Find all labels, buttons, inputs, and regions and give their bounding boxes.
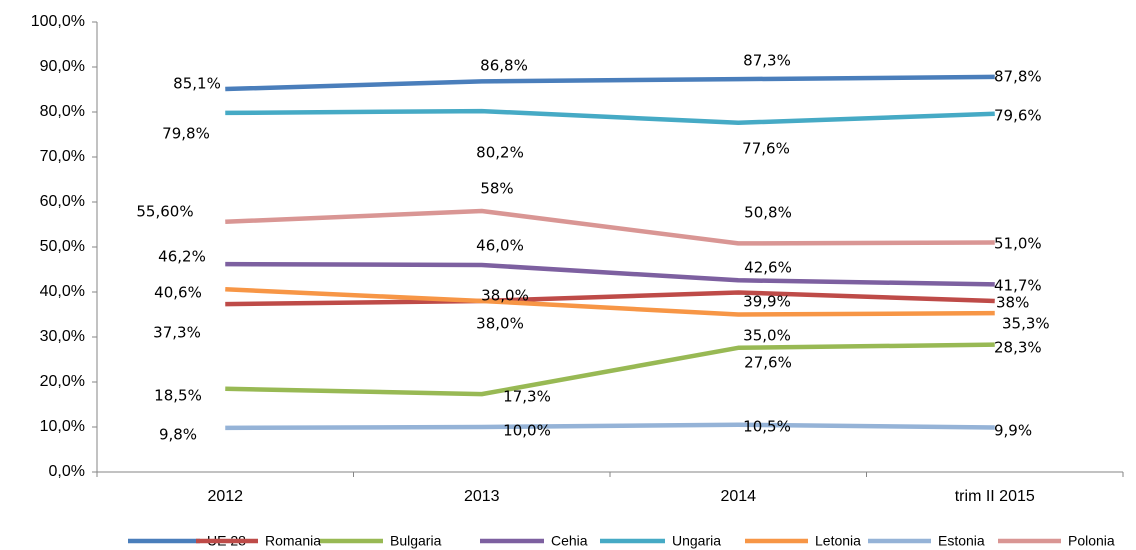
data-label: 80,2% [476,144,524,162]
data-label: 38,0% [481,287,529,305]
y-tick-label: 80,0% [40,103,85,120]
x-tick-label: trim II 2015 [955,488,1035,505]
x-tick-label: 2012 [207,488,243,505]
data-label: 42,6% [744,259,792,277]
data-label: 77,6% [742,140,790,158]
legend-label: Bulgaria [390,533,442,549]
y-tick-label: 60,0% [40,193,85,210]
data-label: 9,8% [159,426,197,444]
data-label: 9,9% [994,422,1032,440]
y-tick-label: 40,0% [40,283,85,300]
data-label: 46,0% [476,237,524,255]
series-line [225,422,995,431]
series-line [225,208,995,246]
x-tick-label: 2013 [464,488,500,505]
data-label: 37,3% [153,324,201,342]
y-tick-label: 100,0% [31,13,85,30]
legend-label: Cehia [551,533,588,549]
data-label: 10,0% [503,422,551,440]
legend-label: Romania [265,533,321,549]
data-label: 85,1% [173,75,221,93]
series-line [225,290,995,307]
series-line [225,342,995,397]
data-label: 58% [480,180,513,198]
series-line [225,287,995,317]
data-label: 40,6% [154,284,202,302]
data-label: 17,3% [503,388,551,406]
data-label: 10,5% [743,418,791,436]
legend-label: Polonia [1068,533,1115,549]
x-tick-label: 2014 [720,488,756,505]
data-label: 28,3% [994,339,1042,357]
series-line [225,108,995,126]
legend-label: Letonia [815,533,861,549]
data-label: 38% [996,294,1029,312]
y-tick-label: 90,0% [40,58,85,75]
data-label: 27,6% [744,354,792,372]
y-tick-label: 20,0% [40,373,85,390]
y-tick-label: 30,0% [40,328,85,345]
data-label: 87,3% [743,52,791,70]
data-label: 35,0% [743,327,791,345]
series-line [225,74,995,92]
data-label: 55,60% [136,203,193,221]
data-label: 18,5% [154,387,202,405]
data-label: 50,8% [744,204,792,222]
data-label: 41,7% [994,277,1042,295]
y-tick-label: 50,0% [40,238,85,255]
y-tick-label: 70,0% [40,148,85,165]
y-tick-label: 0,0% [49,463,85,480]
data-label: 39,9% [743,293,791,311]
series-line [225,261,995,287]
data-label: 79,8% [162,125,210,143]
data-label: 51,0% [994,235,1042,253]
data-label: 46,2% [158,248,206,266]
data-label: 86,8% [480,57,528,75]
legend-label: Ungaria [672,533,721,549]
data-label: 79,6% [994,107,1042,125]
legend-label: Estonia [938,533,985,549]
y-tick-label: 10,0% [40,418,85,435]
data-label: 35,3% [1002,315,1050,333]
data-label: 87,8% [994,68,1042,86]
data-label: 38,0% [476,315,524,333]
